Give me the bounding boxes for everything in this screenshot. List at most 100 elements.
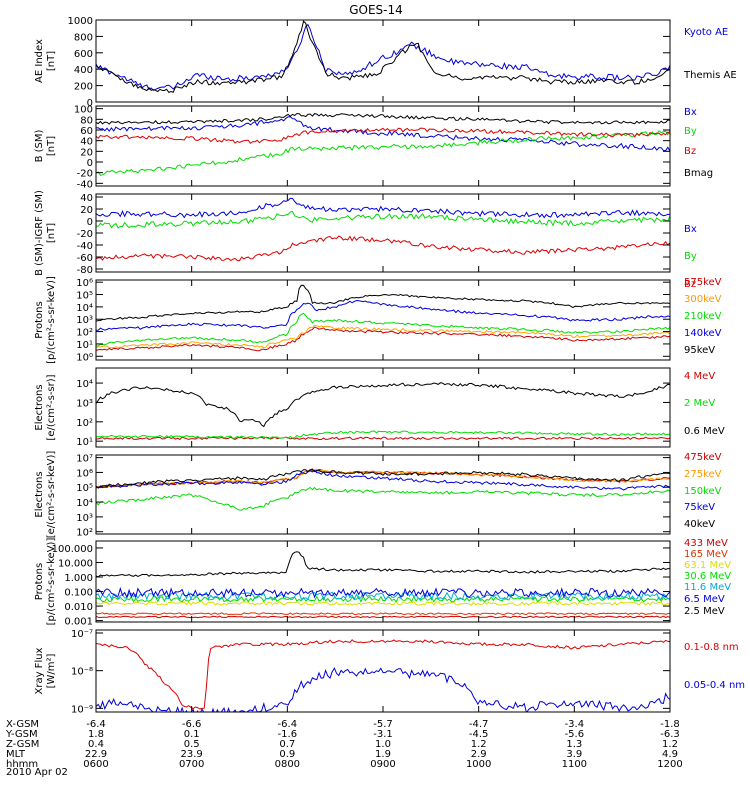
series-line-elec_mev-2 [96,382,670,428]
y-tick-label: 100.000 [52,544,93,555]
series-line-dbe-1 [96,210,670,229]
x-row-label: Z-GSM [6,739,39,750]
y-tick-label: 10⁰ [76,352,93,363]
y-axis-label: [p/(cm²-s-sr-keV)] [46,276,57,364]
series-line-prot_hi-3 [96,595,670,603]
y-axis-label: Protons [34,563,45,600]
series-line-b-2 [96,127,670,145]
legend-label: Bx [684,107,697,118]
panel-frame [95,193,671,273]
y-tick-label: -40 [77,241,93,252]
x-tick-label: 23.9 [181,749,203,760]
series-line-dbe-0 [96,197,670,219]
y-tick-label: 10⁴ [76,379,93,390]
series-line-prot_hi-4 [96,590,670,602]
y-tick-label: 20 [80,147,93,158]
x-tick-label: -6.6 [182,719,202,730]
x-tick-label: -6.4 [86,719,106,730]
panel-frame [95,367,671,448]
x-tick-label: -5.7 [373,719,393,730]
x-tick-label: -6.4 [278,719,298,730]
series-line-dbe-2 [96,235,670,262]
y-axis-label: [p/(cm²-s-sr-keV)] [46,538,57,626]
y-tick-label: 10.000 [58,558,93,569]
legend-label: 40keV [684,519,715,530]
y-axis-label: AE Index [34,39,45,83]
panel-xray: 0.1-0.8 nm 0.05-0.4 nm 10⁻⁹ 10⁻⁸ 10⁻⁷ Xray Fl… [34,629,745,715]
legend-label: 95keV [684,345,715,356]
x-tick-label: 1200 [657,759,682,770]
y-axis-label: B (SM)-IGRF (SM) [34,190,45,276]
y-tick-label: 20 [80,205,93,216]
plot-title: GOES-14 [349,3,403,17]
panel-elec_kev: 475keV 275keV 150keV 75keV 40keV 10² 10³ 10⁴ 10⁵… [34,451,722,539]
x-row-label: Y-GSM [5,729,38,740]
y-axis-label: [nT] [46,51,57,71]
x-axis-table: X-GSM -6.4 -6.6 -6.4 -5.7 -4.7 -3.4 -1.8 Y-GSM 1.… [5,719,683,770]
x-tick-label: 1000 [466,759,491,770]
y-axis-label: Electrons [34,384,45,430]
legend-label: Bz [684,146,696,157]
legend-label: 6.5 MeV [684,594,725,605]
x-tick-label: 0700 [179,759,204,770]
y-axis-label: [nT] [46,223,57,243]
y-tick-label: 10⁵ [76,291,93,302]
series-line-elec_kev-4 [96,469,670,489]
legend-label: 433 MeV [684,538,728,549]
series-line-b-1 [96,129,670,176]
y-tick-label: 10⁻⁷ [71,629,93,640]
legend-label: 30.6 MeV [684,571,731,582]
y-tick-label: 600 [74,49,93,60]
x-tick-label: 0.5 [184,739,200,750]
y-axis-label: Protons [34,301,45,338]
y-tick-label: 10⁵ [76,483,93,494]
panel-frame [95,19,671,103]
x-row-label: MLT [6,749,26,760]
y-tick-label: 10⁴ [76,303,93,314]
series-line-elec_mev-0 [96,436,670,441]
y-tick-label: 10² [76,418,93,429]
series-line-xray-0 [96,639,670,710]
x-tick-label: 0800 [275,759,300,770]
x-tick-label: 1.3 [566,739,582,750]
y-tick-label: 10⁶ [76,278,93,289]
legend-label: 63.1 MeV [684,560,731,571]
legend-label: 2.5 MeV [684,606,725,617]
legend-label: Bmag [684,168,713,179]
legend-label: Bz [684,279,696,290]
series-line-prot_mev-0 [96,326,670,352]
legend-label: 575keV [684,277,722,288]
y-tick-label: 0 [87,98,93,109]
y-tick-label: 10⁶ [76,468,93,479]
series-line-elec_kev-0 [96,468,670,489]
series-line-ae-1 [96,20,670,94]
legend-label: 0.05-0.4 nm [684,680,745,691]
x-tick-label: -5.6 [565,729,585,740]
x-row-label: X-GSM [6,719,39,730]
legend-label: 275keV [684,469,722,480]
y-axis-label: Electrons [34,471,45,517]
legend-label: Bx [684,224,697,235]
x-tick-label: 4.9 [662,749,678,760]
x-tick-label: -1.6 [278,729,298,740]
series-line-b-3 [96,113,670,125]
series-line-ae-0 [96,23,670,91]
y-tick-label: 40 [80,193,93,204]
series-line-elec_kev-1 [96,468,670,489]
x-tick-label: 3.9 [566,749,582,760]
legend-label: 300keV [684,294,722,305]
y-tick-label: 10³ [76,315,93,326]
x-tick-label: 1.9 [375,749,391,760]
legend-label: 165 MeV [684,549,728,560]
y-tick-label: 10¹ [76,340,93,351]
x-tick-label: 0.9 [279,749,295,760]
series-line-elec_kev-2 [96,486,670,511]
y-tick-label: 0.001 [64,617,93,628]
panel-elec_mev: 4 MeV 2 MeV 0.6 MeV 10¹ 10² 10³ 10⁴ Electrons [e… [34,367,725,448]
y-tick-label: -60 [77,253,93,264]
series-line-prot_hi-6 [96,551,670,578]
legend-label: 75keV [684,502,715,513]
series-line-elec_kev-3 [96,469,670,491]
